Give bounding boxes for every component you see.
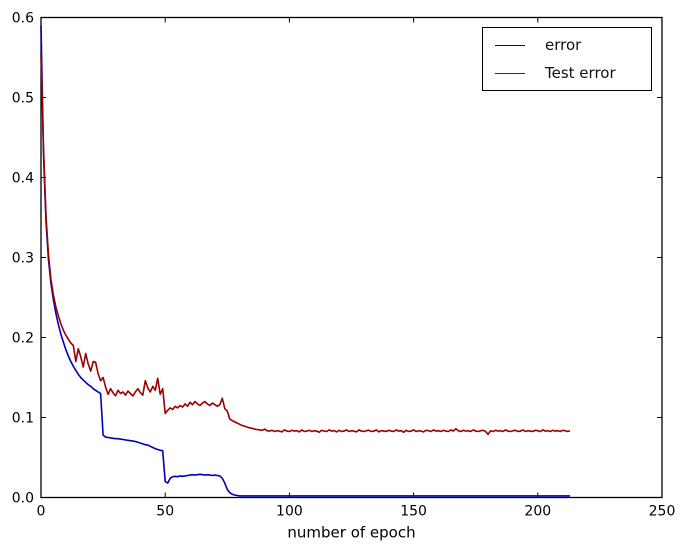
test-error-line-swatch-icon: [495, 72, 525, 74]
legend-item-error: error: [483, 34, 651, 56]
x-axis-tick-label: 150: [400, 504, 427, 520]
legend-label-test-error: Test error: [545, 63, 616, 82]
series-line-test-error: [40, 53, 571, 436]
x-axis-tick-label: 250: [649, 504, 676, 520]
y-axis-tick-label: 0.5: [12, 91, 34, 107]
x-axis-tick-label: 0: [37, 504, 46, 520]
x-axis-label: number of epoch: [287, 524, 415, 542]
x-axis-tick-label: 50: [156, 504, 174, 520]
y-axis-tick-label: 0.1: [12, 411, 34, 427]
x-axis-tick-label: 100: [276, 504, 303, 520]
legend-label-error: error: [545, 35, 582, 54]
y-axis-tick-label: 0.0: [12, 491, 34, 507]
y-axis-tick-label: 0.4: [12, 171, 34, 187]
y-axis-tick-label: 0.3: [12, 251, 34, 267]
series-line-error: [40, 25, 571, 497]
y-axis-tick-label: 0.2: [12, 331, 34, 347]
y-axis-tick-label: 0.6: [12, 11, 34, 27]
x-axis-tick-label: 200: [524, 504, 551, 520]
error-line-swatch-icon: [495, 44, 525, 46]
legend: error Test error: [482, 27, 652, 91]
legend-item-test-error: Test error: [483, 62, 651, 84]
